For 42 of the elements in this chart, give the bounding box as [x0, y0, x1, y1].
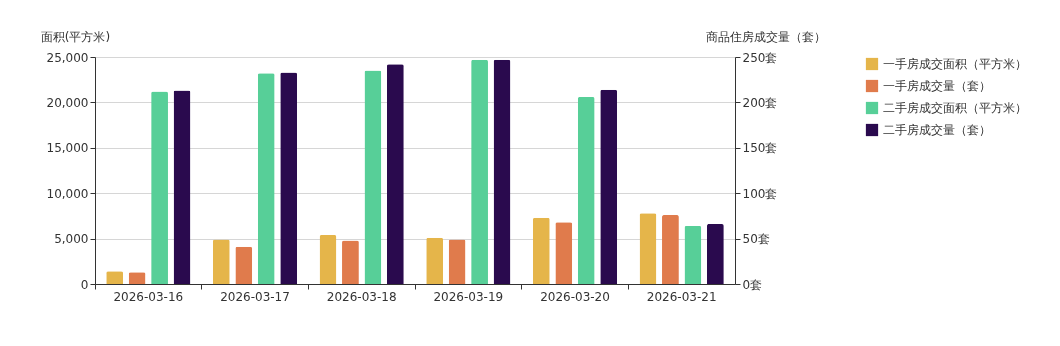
legend-label: 一手房成交面积（平方米） [883, 57, 1027, 71]
bar [684, 225, 702, 284]
bar [600, 89, 618, 284]
bar [257, 73, 275, 284]
bar [448, 239, 466, 284]
bar [577, 96, 595, 284]
bar [364, 70, 382, 284]
x-tick-label: 2026-03-17 [220, 289, 290, 304]
x-tick-label: 2026-03-21 [646, 289, 717, 304]
legend-label: 一手房成交量（套） [883, 79, 991, 93]
y2-tick-label: 100套 [742, 186, 778, 201]
y-tick-label: 0 [80, 277, 89, 292]
y2-tick-label: 50套 [742, 232, 770, 247]
bar [532, 217, 550, 284]
y2-axis-title: 商品住房成交量（套） [705, 29, 826, 44]
bar [173, 90, 191, 284]
bar [235, 246, 253, 284]
legend-label: 二手房成交面积（平方米） [883, 101, 1027, 115]
bar [426, 237, 444, 284]
x-tick-label: 2026-03-16 [113, 289, 184, 304]
x-tick-label: 2026-03-18 [326, 289, 397, 304]
y-tick-label: 15,000 [46, 141, 89, 156]
y2-tick-label: 0套 [742, 277, 763, 292]
bar [555, 222, 573, 284]
legend-label: 二手房成交量（套） [883, 123, 991, 137]
y2-tick-label: 200套 [742, 95, 778, 110]
bar [706, 224, 724, 284]
bar [319, 234, 337, 284]
bar [493, 59, 511, 284]
bar [280, 72, 298, 284]
y-tick-label: 10,000 [46, 186, 89, 201]
y-tick-label: 25,000 [46, 50, 89, 65]
bar [212, 239, 230, 284]
x-tick-label: 2026-03-19 [433, 289, 504, 304]
bar [639, 213, 657, 284]
y-tick-label: 5,000 [54, 232, 89, 247]
x-tick-label: 2026-03-20 [540, 289, 610, 304]
y2-tick-label: 250套 [742, 50, 778, 65]
y2-tick-label: 150套 [742, 141, 778, 156]
y-axis-title: 面积(平方米) [40, 29, 111, 44]
bar [386, 64, 404, 284]
y-tick-label: 20,000 [46, 95, 89, 110]
